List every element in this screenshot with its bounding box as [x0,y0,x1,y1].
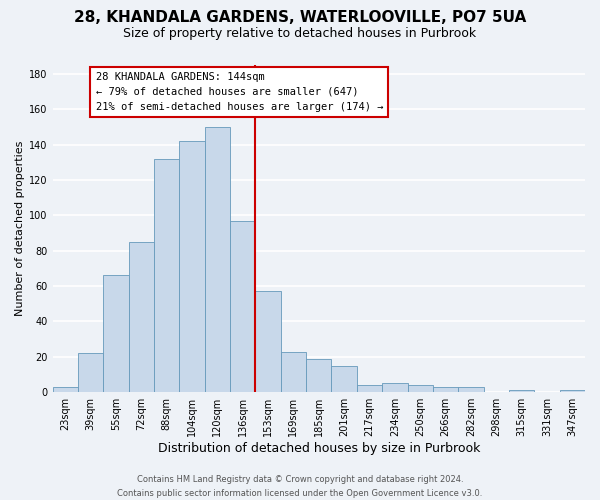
Bar [509,390,534,392]
Bar [331,366,357,392]
Title: 28, KHANDALA GARDENS, WATERLOOVILLE, PO7 5UA
Size of property relative to detach: 28, KHANDALA GARDENS, WATERLOOVILLE, PO7… [0,499,1,500]
Text: 28 KHANDALA GARDENS: 144sqm
← 79% of detached houses are smaller (647)
21% of se: 28 KHANDALA GARDENS: 144sqm ← 79% of det… [95,72,383,112]
Text: 28, KHANDALA GARDENS, WATERLOOVILLE, PO7 5UA: 28, KHANDALA GARDENS, WATERLOOVILLE, PO7… [74,10,526,25]
Bar [357,385,382,392]
Text: Contains HM Land Registry data © Crown copyright and database right 2024.
Contai: Contains HM Land Registry data © Crown c… [118,476,482,498]
Bar [103,276,128,392]
Bar [281,352,306,392]
Bar [458,387,484,392]
Bar [407,385,433,392]
Bar [230,220,256,392]
Bar [256,292,281,392]
Y-axis label: Number of detached properties: Number of detached properties [15,141,25,316]
Bar [154,158,179,392]
Bar [128,242,154,392]
Bar [205,127,230,392]
X-axis label: Distribution of detached houses by size in Purbrook: Distribution of detached houses by size … [158,442,480,455]
Text: Size of property relative to detached houses in Purbrook: Size of property relative to detached ho… [124,28,476,40]
Bar [560,390,585,392]
Bar [433,387,458,392]
Bar [382,384,407,392]
Bar [306,358,331,392]
Bar [179,141,205,392]
Bar [53,387,78,392]
Bar [78,354,103,392]
